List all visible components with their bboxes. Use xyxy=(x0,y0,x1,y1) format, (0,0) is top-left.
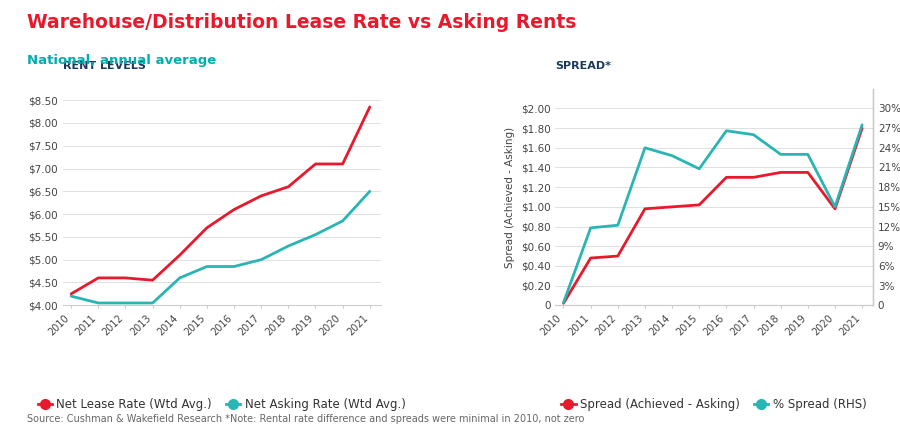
Text: RENT LEVELS: RENT LEVELS xyxy=(63,61,146,71)
Text: National, annual average: National, annual average xyxy=(27,54,216,67)
Text: SPREAD*: SPREAD* xyxy=(555,61,611,71)
Legend: Net Lease Rate (Wtd Avg.), Net Asking Rate (Wtd Avg.): Net Lease Rate (Wtd Avg.), Net Asking Ra… xyxy=(33,394,410,416)
Legend: Spread (Achieved - Asking), % Spread (RHS): Spread (Achieved - Asking), % Spread (RH… xyxy=(557,394,872,416)
Text: Source: Cushman & Wakefield Research *Note: Rental rate difference and spreads w: Source: Cushman & Wakefield Research *No… xyxy=(27,414,584,424)
Y-axis label: Spread (Achieved - Asking): Spread (Achieved - Asking) xyxy=(505,126,515,268)
Text: Warehouse/Distribution Lease Rate vs Asking Rents: Warehouse/Distribution Lease Rate vs Ask… xyxy=(27,13,576,32)
